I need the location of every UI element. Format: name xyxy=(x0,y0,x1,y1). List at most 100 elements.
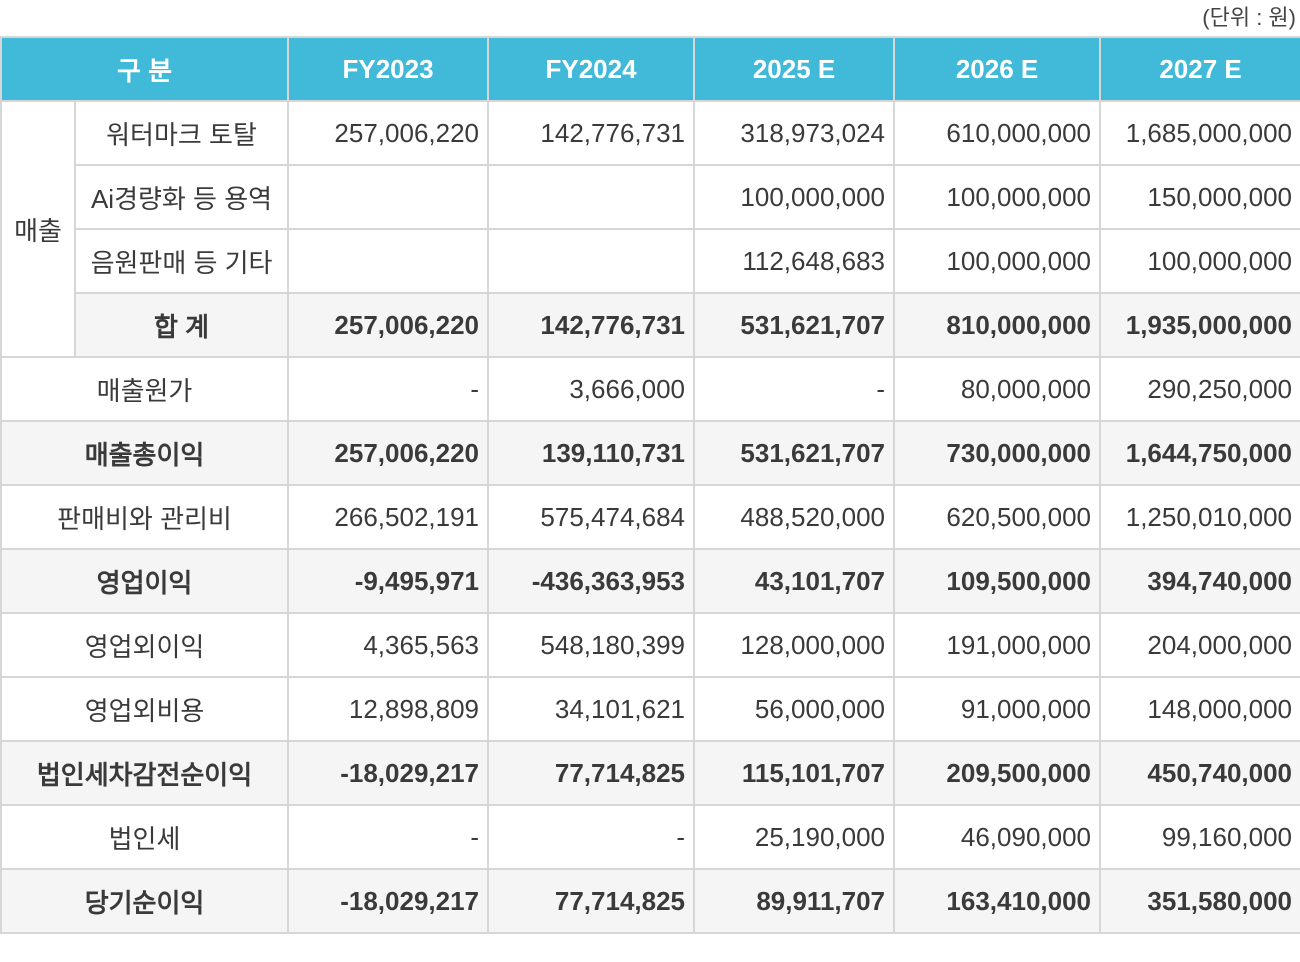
value-cell: 266,502,191 xyxy=(287,484,490,550)
value-cell: - xyxy=(487,804,696,870)
header-fy2023: FY2023 xyxy=(287,36,490,102)
value-cell: 257,006,220 xyxy=(287,420,490,486)
header-category: 구 분 xyxy=(0,36,290,102)
value-cell: 139,110,731 xyxy=(487,420,696,486)
value-cell: 4,365,563 xyxy=(287,612,490,678)
header-fy2024: FY2024 xyxy=(487,36,696,102)
row-label: 음원판매 등 기타 xyxy=(73,228,290,294)
value-cell: 77,714,825 xyxy=(487,740,696,806)
value-cell: 3,666,000 xyxy=(487,356,696,422)
value-cell: 89,911,707 xyxy=(693,868,896,934)
row-label: 합 계 xyxy=(73,292,290,358)
value-cell: 99,160,000 xyxy=(1099,804,1300,870)
table-row: 매출 워터마크 토탈 257,006,220 142,776,731 318,973,0… xyxy=(0,100,1300,358)
value-cell: 112,648,683 xyxy=(693,228,896,294)
value-cell: 100,000,000 xyxy=(893,164,1102,230)
value-cell xyxy=(287,164,490,230)
table-row: 합 계 257,006,220 142,776,731 531,621,707 810,… xyxy=(1,292,1300,358)
header-2026e: 2026 E xyxy=(893,36,1102,102)
value-cell xyxy=(487,228,696,294)
value-cell: 610,000,000 xyxy=(893,100,1102,166)
value-cell: 318,973,024 xyxy=(693,100,896,166)
value-cell: 209,500,000 xyxy=(893,740,1102,806)
value-cell: -18,029,217 xyxy=(287,740,490,806)
value-cell: 148,000,000 xyxy=(1099,676,1300,742)
table-row: 판매비와 관리비 266,502,191 575,474,684 488,520,00… xyxy=(0,484,1300,550)
value-cell: 46,090,000 xyxy=(893,804,1102,870)
value-cell: 1,935,000,000 xyxy=(1099,292,1300,358)
value-cell: 128,000,000 xyxy=(693,612,896,678)
financial-table: 구 분 FY2023 FY2024 2025 E 2026 E 2027 E 매… xyxy=(0,36,1300,934)
value-cell: 620,500,000 xyxy=(893,484,1102,550)
value-cell: 100,000,000 xyxy=(1099,228,1300,294)
value-cell: -9,495,971 xyxy=(287,548,490,614)
value-cell: 548,180,399 xyxy=(487,612,696,678)
row-label: 판매비와 관리비 xyxy=(0,484,290,550)
row-label: 매출원가 xyxy=(0,356,290,422)
value-cell: 150,000,000 xyxy=(1099,164,1300,230)
value-cell: 77,714,825 xyxy=(487,868,696,934)
value-cell: 80,000,000 xyxy=(893,356,1102,422)
value-cell: 730,000,000 xyxy=(893,420,1102,486)
value-cell: 1,685,000,000 xyxy=(1099,100,1300,166)
unit-note: (단위 : 원) xyxy=(1202,5,1296,30)
value-cell: - xyxy=(693,356,896,422)
value-cell: 394,740,000 xyxy=(1099,548,1300,614)
value-cell: 351,580,000 xyxy=(1099,868,1300,934)
table-row: 매출원가 -3,666,000-80,000,000 290,250,000 xyxy=(0,356,1300,422)
table-row: 음원판매 등 기타 112,648,683 100,000,000 100,000,0… xyxy=(1,228,1300,294)
row-label: 워터마크 토탈 xyxy=(73,100,290,166)
value-cell: 12,898,809 xyxy=(287,676,490,742)
row-label: 영업이익 xyxy=(0,548,290,614)
value-cell: 1,644,750,000 xyxy=(1099,420,1300,486)
table-row: Ai경량화 등 용역 100,000,000 100,000,000 150,000,… xyxy=(1,164,1300,230)
row-label: 영업외비용 xyxy=(0,676,290,742)
row-group-label: 매출 xyxy=(0,100,76,358)
row-label: 법인세 xyxy=(0,804,290,870)
row-label: 법인세차감전순이익 xyxy=(0,740,290,806)
value-cell: 142,776,731 xyxy=(487,292,696,358)
value-cell: 257,006,220 xyxy=(287,292,490,358)
table-row: 법인세차감전순이익 -18,029,217 77,714,825 115,101,70… xyxy=(0,740,1300,806)
value-cell: 100,000,000 xyxy=(893,228,1102,294)
value-cell: 531,621,707 xyxy=(693,292,896,358)
value-cell: 43,101,707 xyxy=(693,548,896,614)
value-cell: 257,006,220 xyxy=(287,100,490,166)
value-cell: 34,101,621 xyxy=(487,676,696,742)
value-cell: - xyxy=(287,804,490,870)
table-row: 법인세 - -25,190,000 46,090,000 99,160,000 xyxy=(0,804,1300,870)
value-cell: 115,101,707 xyxy=(693,740,896,806)
value-cell xyxy=(487,164,696,230)
row-label: 영업외이익 xyxy=(0,612,290,678)
value-cell: 531,621,707 xyxy=(693,420,896,486)
value-cell: - xyxy=(287,356,490,422)
row-label: 당기순이익 xyxy=(0,868,290,934)
value-cell: 575,474,684 xyxy=(487,484,696,550)
header-row: 구 분 FY2023 FY2024 2025 E 2026 E 2027 E xyxy=(0,36,1300,102)
row-label: 매출총이익 xyxy=(0,420,290,486)
value-cell: 290,250,000 xyxy=(1099,356,1300,422)
header-2025e: 2025 E xyxy=(693,36,896,102)
value-cell: 109,500,000 xyxy=(893,548,1102,614)
value-cell: -18,029,217 xyxy=(287,868,490,934)
value-cell: 142,776,731 xyxy=(487,100,696,166)
value-cell: 100,000,000 xyxy=(693,164,896,230)
table-row: 당기순이익 -18,029,217 77,714,825 89,911,707 163,… xyxy=(0,868,1300,934)
value-cell xyxy=(287,228,490,294)
value-cell: 56,000,000 xyxy=(693,676,896,742)
value-cell: 163,410,000 xyxy=(893,868,1102,934)
table-row: 매출총이익 257,006,220 139,110,731 531,621,707 73… xyxy=(0,420,1300,486)
table-row: 영업외이익 4,365,563 548,180,399 128,000,000 191,… xyxy=(0,612,1300,678)
value-cell: 91,000,000 xyxy=(893,676,1102,742)
value-cell: 810,000,000 xyxy=(893,292,1102,358)
header-2027e: 2027 E xyxy=(1099,36,1300,102)
value-cell: 450,740,000 xyxy=(1099,740,1300,806)
value-cell: 204,000,000 xyxy=(1099,612,1300,678)
value-cell: 488,520,000 xyxy=(693,484,896,550)
value-cell: 191,000,000 xyxy=(893,612,1102,678)
value-cell: 1,250,010,000 xyxy=(1099,484,1300,550)
table-row: 영업이익 -9,495,971 -436,363,953 43,101,707 109,… xyxy=(0,548,1300,614)
table-row: 영업외비용 12,898,809 34,101,621 56,000,000 91,00… xyxy=(0,676,1300,742)
row-label: Ai경량화 등 용역 xyxy=(73,164,290,230)
value-cell: 25,190,000 xyxy=(693,804,896,870)
